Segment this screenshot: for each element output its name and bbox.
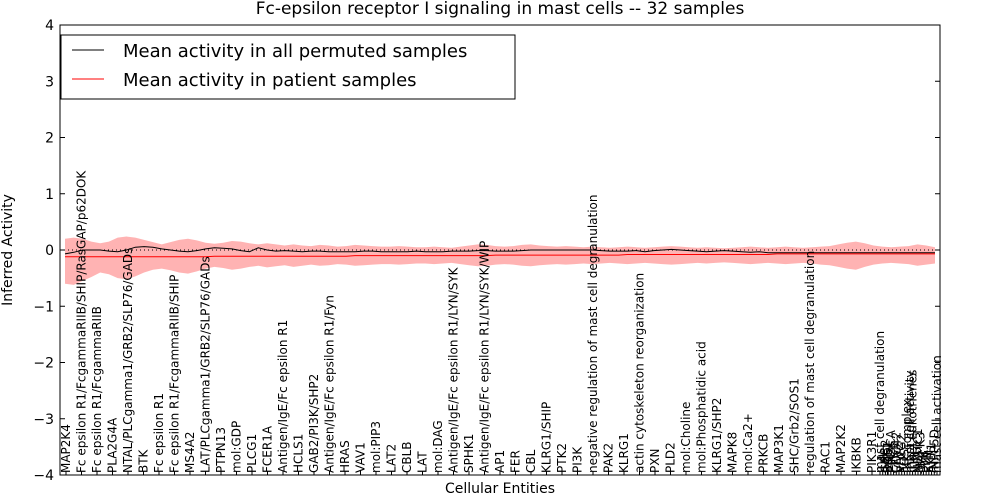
x-tick-label: MAPK3: [914, 432, 928, 473]
x-tick-label: PLCG2: [895, 434, 909, 473]
x-tick-label: mast cell degranulation: [873, 331, 887, 473]
x-tick-label: mast cell activity: [903, 370, 917, 473]
x-tick-label: PI3K: [571, 446, 585, 473]
x-tick-label: Fc epsilon R1/FcgammaRIIB/SHIP/RasGAP/p6…: [75, 170, 89, 473]
x-tick-label: IKK complex: [900, 399, 914, 473]
x-tick-label: mol:Choline: [679, 402, 693, 473]
x-tick-label: GAB2/PI3K/SHP2: [307, 374, 321, 473]
y-tick-label: −4: [33, 468, 54, 484]
series-line-permuted: [64, 246, 935, 255]
x-tick-label: FYN: [922, 450, 936, 473]
x-tick-label: mol:Leukotrienes: [906, 370, 920, 473]
x-tick-label: AKT1: [925, 443, 939, 473]
x-tick-label: FCER1A: [261, 425, 275, 473]
x-tick-label: regulation of mast cell degranulation: [803, 251, 817, 473]
x-tick-label: Antigen/IgE/Fc epsilon R1: [276, 320, 290, 473]
x-tick-label: RAF1: [881, 442, 895, 473]
y-tick-label: −3: [33, 412, 54, 428]
x-tick-label: CBL: [524, 449, 538, 473]
x-tick-label: PIK3CA: [884, 429, 898, 473]
x-tick-label: PTK2: [555, 443, 569, 473]
x-tick-label: GRB2: [878, 439, 892, 473]
x-tick-label: IKBKB: [850, 437, 864, 473]
x-tick-label: mol:Ca2+: [741, 413, 755, 473]
x-tick-label: HCLS1: [292, 434, 306, 473]
y-axis: −4 −3 −2 −1 0 1 2 3 4: [33, 18, 940, 484]
x-tick-label: mol:PIP3: [369, 421, 383, 473]
x-tick-label: RAC1: [819, 441, 833, 473]
x-tick-label: PXN: [648, 449, 662, 473]
x-tick-label: SPHK1: [462, 434, 476, 473]
x-tick-label: SOS1: [881, 441, 895, 473]
legend-label-patient: Mean activity in patient samples: [123, 70, 417, 91]
legend-box: [60, 34, 516, 100]
x-tick-label: KLRG1/SHIP: [540, 402, 554, 473]
x-tick-label: PLD2: [664, 442, 678, 473]
x-tick-label: FOS: [897, 449, 911, 473]
patient-spread-band: [65, 236, 935, 285]
x-tick-label: KLRG1: [617, 433, 631, 473]
x-tick-label: PLCG1: [245, 434, 259, 473]
x-tick-label: KLRG1/SHP2: [710, 398, 724, 473]
x-tick-label: AP1: [493, 450, 507, 473]
x-tick-label: MAPK8: [726, 432, 740, 473]
x-tick-label: MS4A2: [183, 432, 197, 473]
legend-label-permuted: Mean activity in all permuted samples: [123, 41, 467, 62]
x-tick-label: Fc epsilon R1/FcgammaRIIB/SHIP: [168, 275, 182, 473]
legend: Mean activity in all permuted samples Me…: [60, 34, 516, 100]
x-tick-label: CDC42: [889, 432, 903, 473]
x-tick-label: MAP3K1: [772, 424, 786, 473]
x-tick-label: IL4: [876, 455, 890, 473]
x-tick-label: actin cytoskeleton reorganization: [633, 273, 647, 473]
y-tick-label: 4: [45, 18, 54, 34]
x-tick-label: Antigen/IgE/Fc epsilon R1/Fyn: [323, 295, 337, 473]
x-tick-label: Antigen/IgE/Fc epsilon R1/LYN/SYK: [447, 266, 461, 473]
x-tick-label: SYK: [916, 449, 930, 473]
y-tick-label: −2: [33, 356, 54, 372]
y-tick-label: 2: [45, 131, 54, 147]
plot-area: [60, 236, 940, 285]
x-tick-label: mol:Phosphatidic acid: [695, 341, 709, 473]
x-tick-label: PAK2: [602, 443, 616, 473]
x-tick-label: VAV2: [892, 442, 906, 473]
x-tick-label: Antigen/IgE/Fc epsilon R1/LYN/SYK/WIP: [478, 241, 492, 473]
x-tick-label: NFATC1: [911, 428, 925, 473]
x-tick-label: PRKCB: [757, 434, 771, 473]
x-tick-label: PTPN13: [214, 427, 228, 473]
x-tick-label: SHC/Grb2/SOS1: [788, 378, 802, 473]
x-tick-label: mol:DAG: [431, 420, 445, 473]
x-tick-label: negative regulation of mast cell degranu…: [586, 194, 600, 473]
x-axis-category-labels: MAP2K4 Fc epsilon R1/FcgammaRIIB/SHIP/Ras…: [59, 170, 944, 475]
x-tick-label: MAP2K4: [59, 424, 73, 473]
x-tick-label: INPP5D: [927, 429, 941, 473]
x-tick-label: CBLB: [400, 441, 414, 473]
x-axis-title: Cellular Entities: [445, 481, 555, 497]
x-tick-label: FER: [509, 450, 523, 473]
x-tick-label: mast cell activation: [930, 355, 944, 473]
x-tick-label: PLA2G4A: [106, 417, 120, 473]
x-tick-label: BTK: [137, 448, 151, 473]
x-tick-label: NTAL/PLCgamma1/GRB2/SLP76/GADs: [121, 248, 135, 473]
x-tick-label: LYN: [919, 452, 933, 473]
x-tick-label: LAT/PLCgamma1/GRB2/SLP76/GADs: [199, 256, 213, 473]
y-tick-label: −1: [33, 299, 54, 315]
x-tick-label: Fc epsilon R1/FcgammaRIIB: [90, 306, 104, 473]
series-line-patient: [65, 253, 935, 258]
y-axis-title: Inferred Activity: [0, 194, 16, 306]
x-tick-label: mol:GDP: [230, 421, 244, 473]
x-tick-label: LAT: [416, 451, 430, 473]
x-tick-label: PIK3R1: [865, 431, 879, 473]
y-tick-label: 1: [45, 187, 54, 203]
x-tick-label: VAV1: [354, 442, 368, 473]
x-tick-label: Fc epsilon R1: [152, 393, 166, 473]
y-tick-label: 3: [45, 74, 54, 90]
x-tick-label: HRAS: [338, 440, 352, 473]
x-tick-label: JUN: [908, 452, 922, 474]
chart-title: Fc-epsilon receptor I signaling in mast …: [256, 0, 745, 19]
x-tick-label: LAT2: [385, 444, 399, 473]
x-tick-label: MAP2K2: [834, 424, 848, 473]
y-tick-label: 0: [45, 243, 54, 259]
x-tick-label: ELK1: [887, 443, 901, 473]
